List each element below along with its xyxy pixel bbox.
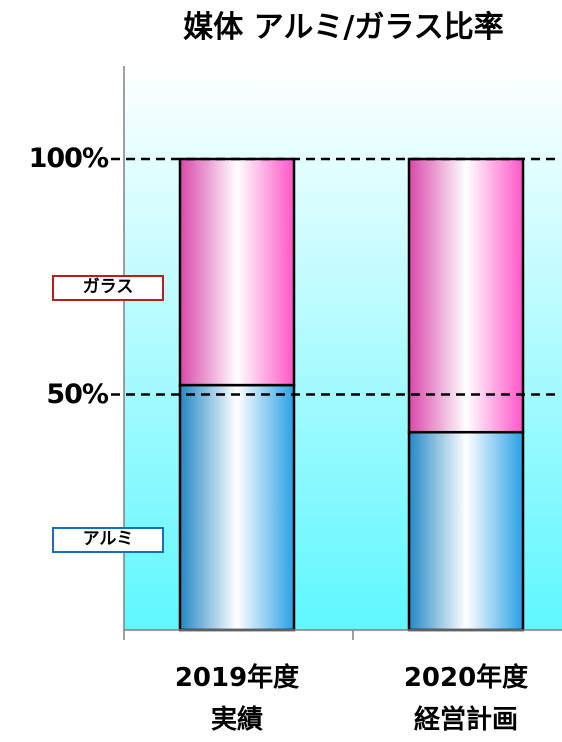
category-label-1-line2: 経営計画 xyxy=(413,705,518,735)
bar-aluminum-1 xyxy=(407,430,525,632)
legend-aluminum: アルミ xyxy=(52,527,164,553)
category-label-1-line1: 2020年度 xyxy=(403,663,529,693)
category-label-0-line1: 2019年度 xyxy=(174,663,300,693)
chart-title: 媒体 アルミ/ガラス比率 xyxy=(183,10,504,45)
legend-glass: ガラス xyxy=(52,275,164,301)
reference-label-50: 50% xyxy=(46,378,109,410)
bar-glass-1 xyxy=(407,157,525,434)
category-label-0-line2: 実績 xyxy=(210,705,263,735)
bar-aluminum-0 xyxy=(178,383,296,632)
reference-label-100: 100% xyxy=(28,143,109,174)
bar-glass-0 xyxy=(178,157,296,387)
